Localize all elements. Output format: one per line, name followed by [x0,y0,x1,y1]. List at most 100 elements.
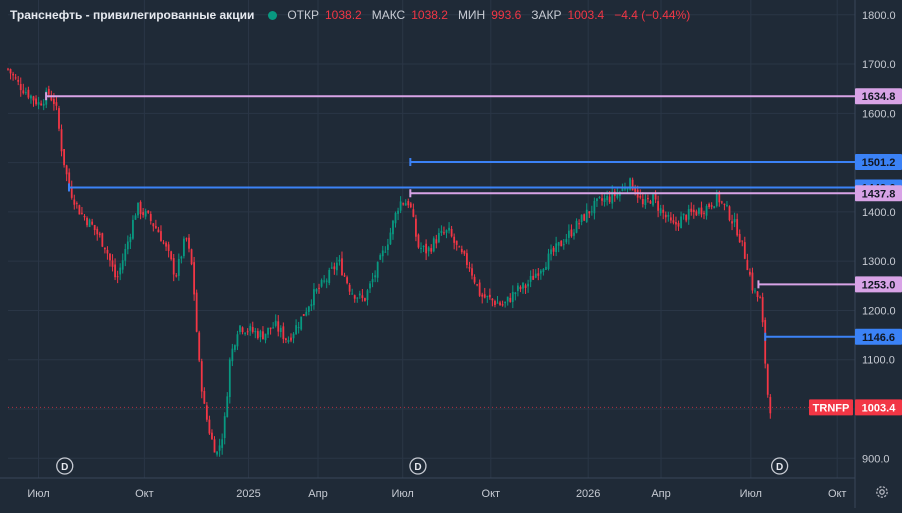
candle-body [330,267,333,269]
close-value: 1003.4 [567,8,605,22]
candle-body [364,298,366,301]
candle-body [228,359,231,397]
candle-body [124,249,127,261]
level-label-bg [855,185,902,202]
candle-body [381,250,384,257]
candle-body [244,332,247,334]
candle-body [514,292,517,295]
candle-body [216,451,218,455]
candle-body [205,405,208,420]
candle-body [358,293,361,296]
y-tick-label: 1700.0 [862,59,896,71]
candle-body [460,248,463,253]
candle-body [119,267,122,275]
candle-body [272,327,275,329]
candle-body [425,243,428,254]
candle-body [705,205,708,216]
candle-body [42,103,45,106]
candle-body [631,179,634,191]
open-label: ОТКР [287,8,319,22]
symbol-name[interactable]: Транснефть - привилегированные акции [10,8,255,22]
candle-body [486,295,489,297]
candle-body [160,231,162,242]
candle-body [649,201,652,204]
y-tick-label: 900.0 [862,453,890,465]
candle-body [341,258,343,276]
candle-body [267,327,269,335]
candle-body [728,206,731,221]
candle-body [657,201,660,211]
candle-body [60,129,63,152]
candle-body [624,188,626,190]
candle-body [606,196,609,201]
candle-body [736,219,739,236]
candle-body [55,102,58,106]
candle-body [443,232,445,234]
candle-body [761,297,764,323]
candle-body [585,209,588,222]
candle-body [111,260,114,267]
candle-body [91,221,94,225]
candle-body [741,240,744,242]
candle-body [144,211,147,217]
candle-body [325,280,328,282]
candle-body [203,390,206,404]
candle-body [12,73,14,76]
close-label: ЗАКР [531,8,562,22]
candle-body [430,248,433,252]
candle-body [596,198,598,202]
candle-body [30,95,32,99]
y-tick-label: 1600.0 [862,108,896,120]
candle-body [562,244,565,246]
y-tick-label: 1200.0 [862,305,896,317]
candle-body [626,188,629,190]
x-tick-label: Окт [135,488,154,500]
candle-body [236,334,239,347]
candle-body [573,232,575,236]
candle-body [539,270,542,274]
candle-body [333,266,336,270]
candle-body [335,262,338,271]
candle-body [445,230,448,233]
candle-body [19,83,22,91]
candle-body [369,283,371,289]
candle-body [723,203,726,205]
candle-body [50,95,53,101]
candle-body [213,439,216,453]
open-value: 1038.2 [325,8,362,22]
candle-body [218,445,221,451]
candle-body [17,79,20,82]
candle-body [86,217,88,226]
candle-body [9,69,12,74]
candle-body [147,210,150,213]
candle-body [246,331,249,333]
candle-body [504,301,507,304]
gear-icon[interactable] [874,484,890,500]
x-tick-label: Апр [651,488,670,500]
candle-body [468,267,471,269]
candle-body [593,200,596,214]
candle-body [149,214,152,222]
candle-body [715,192,718,207]
candle-body [256,331,259,339]
candle-body [746,260,749,271]
x-tick-label: Июл [392,488,414,500]
candle-body [708,203,711,208]
candle-body [542,269,545,273]
y-tick-label: 1400.0 [862,207,896,219]
candle-body [397,210,399,214]
last-price-label: 1003.4 [862,402,897,414]
candle-body [386,244,389,250]
candle-body [450,229,453,237]
candle-body [37,102,40,105]
level-label: 1437.8 [862,188,896,200]
level-label: 1501.2 [862,157,896,169]
candle-body [488,294,491,298]
candle-body [478,282,481,296]
candle-body [509,297,512,302]
candle-body [384,251,387,253]
candle-body [211,432,213,440]
market-status-dot [268,10,278,20]
